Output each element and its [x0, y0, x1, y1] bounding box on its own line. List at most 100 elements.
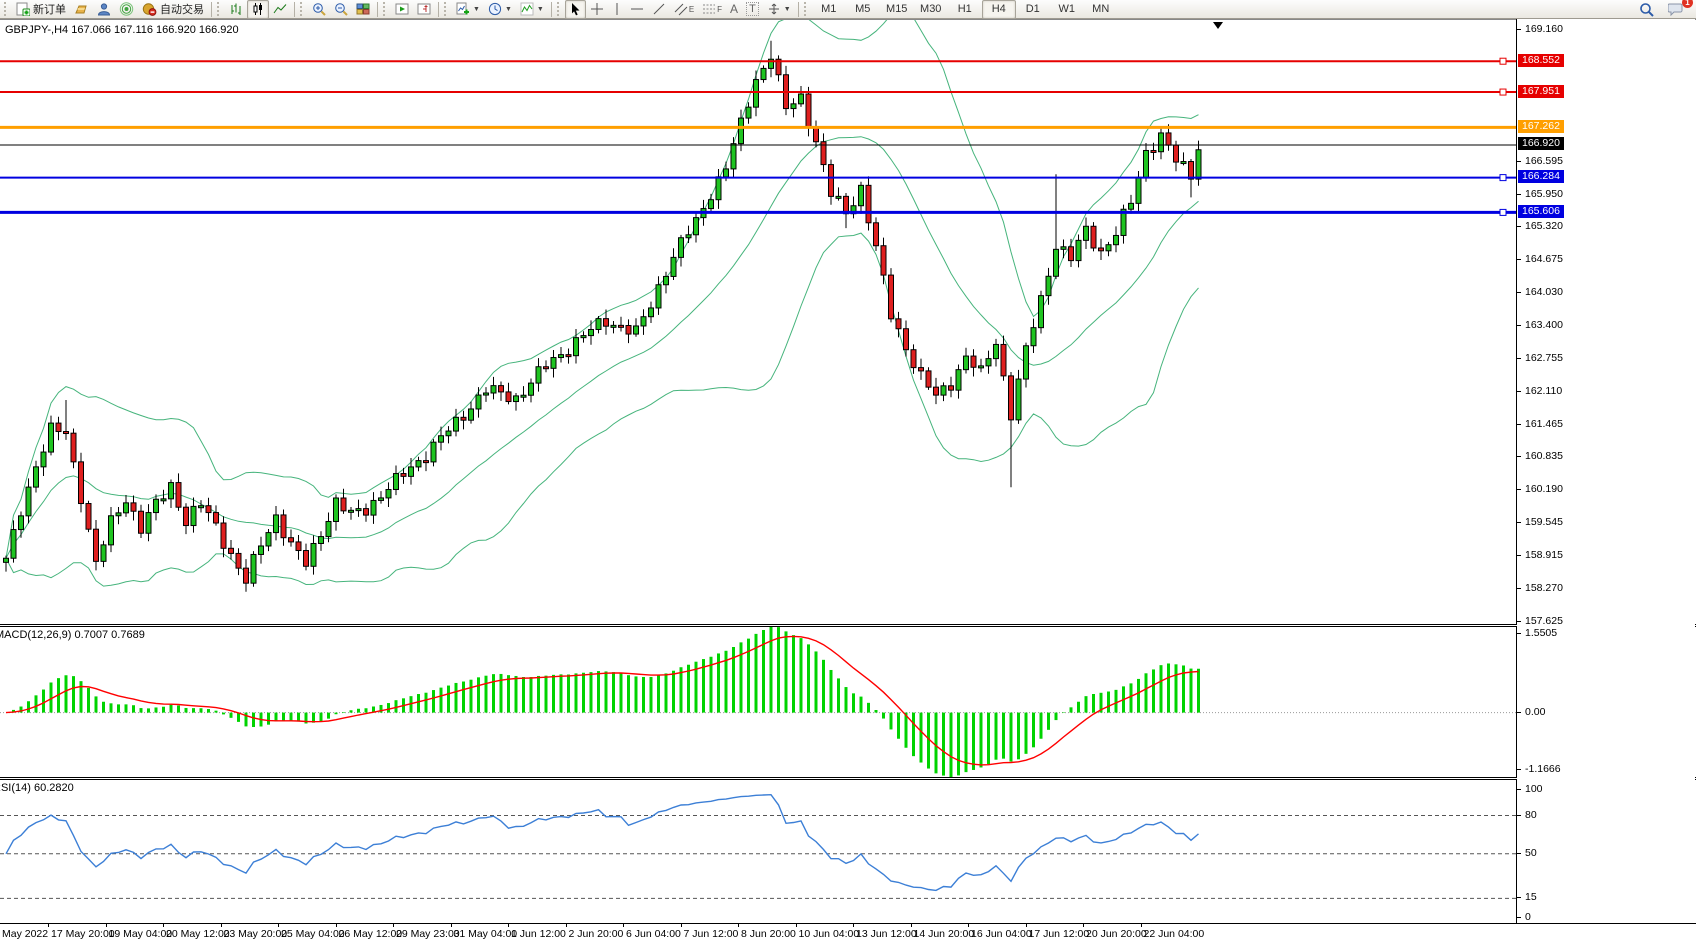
timeframe-mn[interactable]: MN	[1092, 3, 1110, 15]
price-level-label[interactable]: 167.951	[1518, 84, 1564, 98]
time-tick-mark	[680, 924, 682, 927]
signals-button[interactable]	[115, 0, 138, 19]
rsi-axis[interactable]: 100 80 50 15 0	[1516, 779, 1695, 923]
rsi-label: RSI(14) 60.2820	[0, 782, 74, 794]
rsi-tick-label: 0	[1525, 910, 1531, 923]
timeframe-h1[interactable]: H1	[957, 3, 972, 15]
search-button[interactable]	[1635, 0, 1658, 19]
price-tick-mark	[1517, 292, 1521, 294]
macd-tick-label: 0.00	[1525, 705, 1546, 718]
toolbar-grip[interactable]	[4, 2, 10, 16]
price-level-label[interactable]: 165.606	[1518, 204, 1564, 218]
new-chart-button[interactable]: ▼	[452, 0, 484, 19]
vertical-line-icon	[616, 3, 618, 15]
timeframe-m15[interactable]: M15	[886, 3, 908, 15]
price-tick-mark	[1517, 226, 1521, 228]
periods-button[interactable]: ▼	[484, 0, 516, 19]
fibonacci-tool-button[interactable]: F	[698, 0, 726, 19]
price-tick-label: 160.835	[1525, 450, 1563, 463]
timeframe-m1[interactable]: M1	[821, 3, 837, 15]
deposit-button[interactable]	[70, 0, 93, 19]
time-tick-mark	[278, 924, 279, 927]
rsi-tick-mark	[1517, 916, 1521, 918]
price-tick-label: 162.755	[1525, 351, 1563, 364]
price-tick-mark	[1517, 456, 1521, 458]
gold-ingot-icon	[75, 5, 87, 14]
price-tick-mark	[1517, 489, 1521, 491]
timeframe-d1[interactable]: D1	[1025, 3, 1040, 15]
vertical-line-tool-button[interactable]	[608, 0, 626, 19]
zoom-out-button[interactable]	[330, 0, 352, 19]
arrows-tool-button[interactable]: ▼	[763, 0, 795, 19]
zoom-in-button[interactable]	[308, 0, 330, 19]
price-level-label[interactable]: 166.284	[1518, 170, 1564, 184]
indicators-button[interactable]: ▼	[516, 0, 548, 19]
autotrading-button[interactable]: 自动交易	[138, 0, 208, 19]
channel-icon	[674, 3, 688, 16]
text-tool-button[interactable]: A	[726, 0, 742, 19]
timeframe-m5[interactable]: M5	[855, 3, 871, 15]
macd-tick-mark	[1517, 769, 1521, 770]
price-axis[interactable]: 169.160 166.595 165.950 165.320 164.675 164.0…	[1516, 19, 1695, 627]
crosshair-icon	[590, 3, 603, 15]
price-chart-panel[interactable]: GBPJPY-,H4 167.066 167.116 166.920 166.9…	[0, 19, 1696, 625]
timeframe-w1[interactable]: W1	[1058, 3, 1075, 15]
bar-chart-mode-button[interactable]	[225, 0, 247, 19]
new-order-label: 新订单	[33, 4, 66, 16]
rsi-panel[interactable]: RSI(14) 60.2820	[0, 779, 1696, 923]
notifications-button[interactable]: 1	[1664, 0, 1693, 19]
macd-tick-mark	[1517, 633, 1521, 634]
price-level-label[interactable]: 166.920	[1518, 137, 1564, 151]
channel-tool-button[interactable]: E	[670, 0, 698, 19]
macd-axis[interactable]: 1.5505 0.00 -1.1666	[1516, 626, 1695, 778]
price-tick-label: 169.160	[1525, 23, 1563, 35]
price-tick-label: 164.675	[1525, 253, 1563, 266]
time-axis[interactable]: May 2022 17 May 20:00 19 May 04:00 20 May 1…	[0, 923, 1696, 941]
price-tick-mark	[1517, 620, 1521, 622]
tile-windows-button[interactable]	[352, 0, 374, 19]
timeframe-m30[interactable]: M30	[920, 3, 942, 15]
rsi-plot[interactable]	[0, 781, 1516, 923]
time-tick-label: 2 Jun 20:00	[568, 928, 624, 940]
price-tick-mark	[1517, 29, 1521, 30]
rsi-tick-mark	[1517, 814, 1521, 816]
label-tool-icon: T	[746, 2, 759, 16]
price-tick-label: 165.950	[1525, 187, 1563, 200]
trendline-icon	[653, 3, 665, 15]
time-tick-mark	[48, 924, 49, 927]
macd-panel[interactable]: MACD(12,26,9) 0.7007 0.7689	[0, 626, 1696, 778]
cursor-tool-button[interactable]	[564, 0, 586, 19]
new-chart-icon	[456, 2, 469, 15]
line-chart-mode-button[interactable]	[269, 0, 291, 19]
auto-scroll-button[interactable]	[391, 0, 413, 19]
tile-windows-icon	[356, 3, 370, 15]
crosshair-tool-button[interactable]	[586, 0, 608, 19]
candle-chart-mode-button[interactable]	[247, 0, 269, 19]
price-plot[interactable]	[0, 20, 1516, 624]
chart-shift-button[interactable]	[413, 0, 435, 19]
label-tool-button[interactable]: T	[742, 0, 763, 19]
trendline-tool-button[interactable]	[648, 0, 670, 19]
time-tick-mark	[508, 924, 509, 927]
chart-title: GBPJPY-,H4 167.066 167.116 166.920 166.9…	[5, 24, 239, 36]
price-level-label[interactable]: 168.552	[1518, 53, 1564, 67]
rsi-tick-label: 100	[1525, 783, 1543, 795]
chart-shift-marker[interactable]	[1213, 22, 1223, 29]
profile-button[interactable]	[93, 0, 115, 19]
new-chart-caret: ▼	[473, 5, 480, 13]
timeframe-h4[interactable]: H4	[981, 0, 1016, 19]
clock-icon	[488, 2, 502, 16]
new-order-button[interactable]: 新订单	[12, 0, 70, 19]
macd-plot[interactable]	[0, 627, 1516, 777]
price-level-label[interactable]: 167.262	[1518, 119, 1564, 133]
time-tick-mark	[910, 924, 912, 927]
price-tick-mark	[1517, 522, 1521, 524]
macd-tick-label: -1.1666	[1525, 763, 1561, 775]
person-icon	[97, 3, 111, 16]
price-tick-label: 158.270	[1525, 581, 1563, 594]
time-tick-mark	[450, 924, 452, 927]
time-tick-label: 25 May 04:00	[281, 928, 345, 940]
price-tick-label: 165.320	[1525, 220, 1563, 233]
time-tick-mark	[738, 924, 739, 927]
horizontal-line-tool-button[interactable]	[626, 0, 648, 19]
